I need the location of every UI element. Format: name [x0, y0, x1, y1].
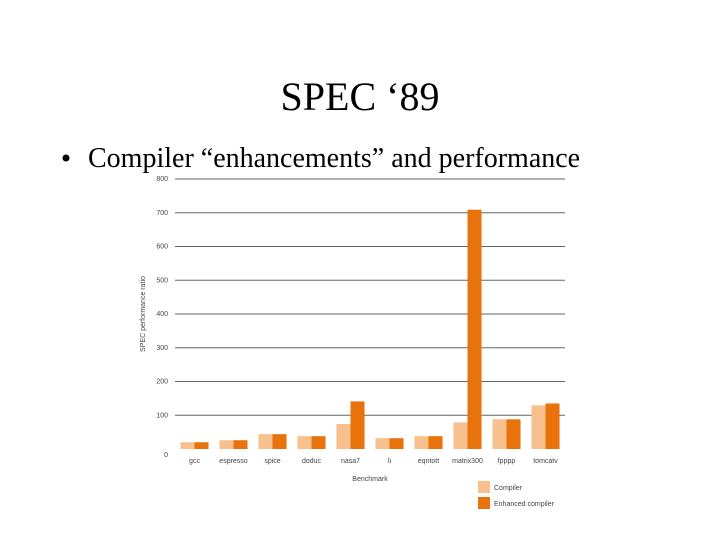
bar	[336, 424, 351, 449]
y-tick-label: 500	[156, 277, 168, 284]
bar	[428, 436, 443, 449]
legend-label: Compiler	[494, 485, 523, 492]
legend-swatch	[478, 481, 490, 493]
x-tick-label: matrix300	[452, 458, 483, 465]
bar	[311, 436, 326, 449]
bar	[272, 434, 287, 449]
legend-label: Enhanced compiler	[494, 501, 555, 508]
y-tick-label: 400	[156, 311, 168, 318]
y-tick-label: 800	[156, 176, 168, 183]
bar	[453, 422, 468, 449]
x-tick-label: tomcatv	[533, 458, 558, 465]
x-axis-label: Benchmark	[352, 476, 388, 483]
bar	[375, 438, 390, 449]
bullet-text: Compiler “enhancements” and performance	[88, 143, 580, 174]
bar	[233, 440, 248, 449]
bullet	[62, 154, 70, 162]
bar	[492, 419, 507, 449]
bar	[467, 209, 482, 449]
y-axis-label: SPEC performance ratio	[140, 276, 147, 352]
bar	[219, 440, 234, 449]
y-tick-label: 0	[164, 452, 168, 459]
y-tick-label: 600	[156, 244, 168, 251]
x-tick-label: li	[388, 458, 392, 465]
bar	[545, 403, 560, 449]
y-tick-label: 200	[156, 379, 168, 386]
bar	[389, 438, 404, 449]
x-tick-label: espresso	[219, 458, 248, 465]
x-tick-label: spice	[264, 458, 280, 465]
legend-swatch	[478, 497, 490, 509]
bar	[531, 405, 546, 449]
y-tick-label: 700	[156, 210, 168, 217]
bar	[414, 436, 429, 449]
y-tick-label: 300	[156, 345, 168, 352]
x-tick-label: nasa7	[341, 458, 360, 465]
bar	[258, 434, 273, 449]
x-tick-label: fpppp	[498, 458, 516, 465]
y-tick-label: 100	[156, 412, 168, 419]
bar	[180, 442, 195, 449]
x-tick-label: eqntott	[418, 458, 439, 465]
slide-title: SPEC ‘89	[281, 74, 440, 119]
x-tick-label: gcc	[189, 458, 200, 465]
bar	[350, 401, 365, 449]
bar	[506, 419, 521, 449]
bar	[194, 442, 209, 449]
x-tick-label: doduc	[302, 458, 322, 465]
bar	[297, 436, 312, 449]
